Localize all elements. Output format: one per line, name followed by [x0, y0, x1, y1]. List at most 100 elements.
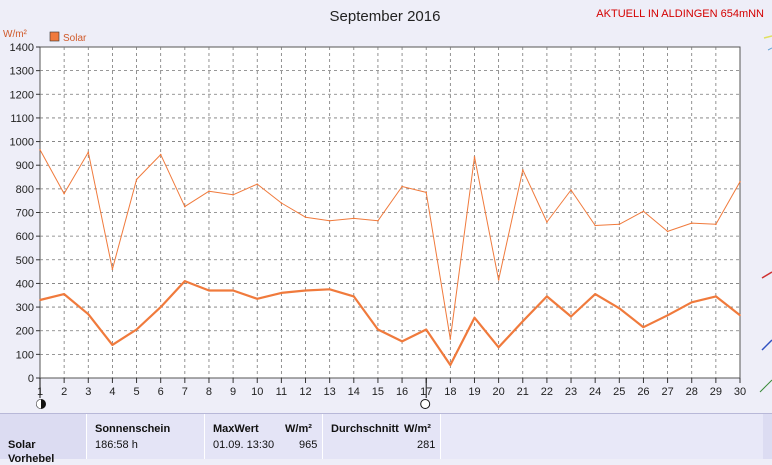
y-tick-label: 400: [16, 278, 34, 290]
stats-row-label: Solar: [8, 439, 36, 451]
point-mean: [715, 295, 717, 298]
series-line-max: [39, 149, 741, 340]
point-max: [111, 268, 114, 271]
x-tick-label: 16: [396, 386, 408, 398]
point-max: [690, 222, 693, 224]
point-mean: [63, 293, 65, 295]
y-tick-label: 300: [16, 302, 34, 314]
x-tick-label: 15: [372, 386, 384, 398]
avg-cell: Durchschnitt W/m² 281: [322, 414, 441, 459]
avg-unit: W/m²: [404, 423, 431, 435]
point-mean: [328, 288, 331, 291]
point-max: [618, 223, 621, 226]
side-panel-fragment: [759, 35, 772, 393]
stats-row-label-2: Vorhebel: [8, 453, 55, 465]
new-moon-icon: [420, 399, 431, 409]
point-mean: [304, 289, 307, 292]
point-mean: [449, 364, 452, 366]
y-tick-label: 0: [28, 373, 34, 385]
point-max: [328, 219, 331, 222]
x-tick-label: 20: [492, 386, 504, 398]
point-mean: [111, 344, 114, 346]
point-mean: [280, 292, 283, 294]
y-tick-label: 1000: [10, 137, 34, 149]
y-tick-label: 200: [16, 326, 34, 338]
point-max: [352, 217, 355, 220]
x-tick-label: 19: [468, 386, 480, 398]
x-axis-ticks: 1234567891011121314151617181920212223242…: [37, 378, 746, 398]
legend-label: Solar: [63, 33, 87, 44]
y-axis-ticks: 0 100 200 300 400 500 600 700 800 900 1000 1100 1200…: [10, 42, 40, 385]
series-line-mean: [39, 280, 741, 367]
point-max: [304, 216, 307, 219]
x-tick-label: 28: [686, 386, 698, 398]
x-tick-label: 22: [541, 386, 553, 398]
y-tick-label: 1300: [10, 66, 34, 78]
point-mean: [135, 328, 138, 331]
max-value: 965: [299, 439, 318, 451]
point-max: [425, 191, 428, 194]
point-max: [546, 221, 548, 223]
x-tick-label: 23: [565, 386, 577, 398]
x-tick-label: 10: [251, 386, 263, 398]
max-header: MaxWert: [213, 423, 259, 435]
max-cell: MaxWert W/m² 01.09. 13:30 965: [204, 414, 323, 459]
point-max: [666, 230, 669, 233]
x-tick-label: 2: [61, 386, 67, 398]
stats-row-label-cell: Solar Vorhebel: [0, 414, 86, 465]
point-max: [521, 169, 524, 171]
max-unit: W/m²: [285, 423, 312, 435]
full-moon-icon-half: [36, 399, 41, 409]
point-max: [184, 205, 186, 208]
station-label: AKTUELL IN ALDINGEN 654mNN: [596, 8, 764, 20]
x-tick-label: 30: [734, 386, 746, 398]
point-max: [232, 193, 234, 196]
point-max: [473, 156, 476, 158]
avg-value: 281: [417, 439, 436, 451]
point-mean: [690, 301, 693, 304]
point-mean: [594, 293, 596, 295]
y-tick-label: 100: [16, 349, 34, 361]
point-mean: [521, 320, 524, 323]
y-tick-label: 1200: [10, 89, 34, 101]
y-tick-label: 1400: [10, 42, 34, 54]
x-tick-label: 18: [444, 386, 456, 398]
point-max: [715, 223, 717, 226]
y-tick-label: 600: [16, 231, 34, 243]
x-tick-label: 29: [710, 386, 722, 398]
sunshine-cell: Sonnenschein 186:58 h: [86, 414, 205, 459]
point-mean: [184, 280, 186, 282]
sunshine-value: 186:58 h: [95, 439, 138, 451]
point-max: [377, 219, 379, 222]
point-mean: [377, 328, 379, 331]
sunshine-header: Sonnenschein: [95, 423, 171, 435]
point-mean: [159, 306, 162, 308]
point-max: [39, 149, 41, 151]
point-max: [449, 338, 452, 340]
point-mean: [401, 340, 403, 343]
point-max: [280, 202, 283, 204]
point-mean: [87, 313, 90, 315]
x-tick-label: 3: [85, 386, 91, 398]
point-mean: [473, 316, 476, 319]
point-mean: [256, 297, 259, 300]
max-date: 01.09. 13:30: [213, 439, 275, 451]
y-axis-unit: W/m²: [3, 29, 28, 40]
point-max: [594, 224, 596, 227]
point-mean: [546, 295, 548, 298]
moon-markers: [36, 378, 431, 409]
point-mean: [208, 289, 210, 292]
x-tick-label: 25: [613, 386, 625, 398]
x-tick-label: 5: [133, 386, 139, 398]
y-tick-label: 900: [16, 160, 34, 172]
solar-chart: 0 100 200 300 400 500 600 700 800 900 1000 1100 1200…: [3, 8, 772, 409]
point-max: [570, 189, 572, 191]
point-mean: [739, 314, 741, 317]
y-tick-label: 700: [16, 208, 34, 220]
point-mean: [642, 326, 645, 328]
point-max: [497, 279, 500, 281]
x-tick-label: 24: [589, 386, 601, 398]
point-mean: [352, 295, 355, 298]
point-max: [256, 183, 259, 185]
x-tick-label: 12: [299, 386, 311, 398]
